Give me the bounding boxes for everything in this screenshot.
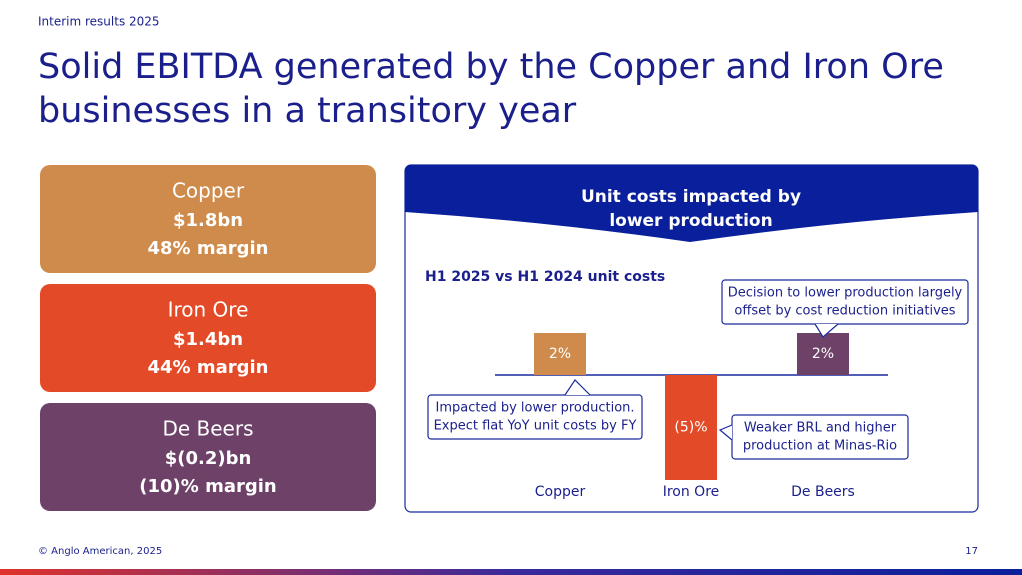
segment-name: Iron Ore <box>168 298 249 322</box>
bar <box>534 333 586 375</box>
callout-pointer <box>564 379 591 396</box>
segment-margin: 44% margin <box>148 357 269 378</box>
title: businesses in a transitory year <box>38 91 577 131</box>
chart-subtitle: H1 2025 vs H1 2024 unit costs <box>425 269 665 285</box>
chart-banner <box>405 165 978 242</box>
segment-ebitda: $1.4bn <box>173 329 243 350</box>
callout-pointer <box>718 424 733 441</box>
value-label: 2% <box>812 346 834 362</box>
callout-box <box>427 394 643 440</box>
segment-margin: (10)% margin <box>139 476 276 497</box>
header: Interim results 2025 <box>38 15 160 29</box>
bar <box>797 333 849 375</box>
x-tick-label: Copper <box>535 484 586 500</box>
chart-title: Unit costs impacted by <box>581 187 801 207</box>
value-label: 2% <box>549 346 571 362</box>
segment-box <box>40 165 376 273</box>
copyright: © Anglo American, 2025 <box>38 546 162 557</box>
footer-bar <box>0 569 1022 575</box>
chart-title: lower production <box>609 211 772 231</box>
callout-text: Expect flat YoY unit costs by FY <box>434 419 637 434</box>
bar <box>665 375 717 480</box>
x-tick-label: Iron Ore <box>663 484 720 500</box>
callout-text: production at Minas-Rio <box>743 439 897 454</box>
segment-name: De Beers <box>162 417 253 441</box>
callout-text: Weaker BRL and higher <box>744 421 897 436</box>
segment-ebitda: $1.8bn <box>173 210 243 231</box>
segment-box <box>40 403 376 511</box>
x-tick-label: De Beers <box>791 484 855 500</box>
callout-pointer <box>814 323 839 338</box>
callout-text: Decision to lower production largely <box>728 286 963 301</box>
value-label: (5)% <box>674 420 707 436</box>
callout-text: offset by cost reduction initiatives <box>734 304 955 319</box>
segment-margin: 48% margin <box>148 238 269 259</box>
page-number: 17 <box>965 546 978 557</box>
segment-name: Copper <box>172 179 245 203</box>
callout-text: Impacted by lower production. <box>435 401 634 416</box>
title: Solid EBITDA generated by the Copper and… <box>38 47 944 87</box>
segment-box <box>40 284 376 392</box>
segment-ebitda: $(0.2)bn <box>165 448 252 469</box>
callout-box <box>721 279 969 325</box>
